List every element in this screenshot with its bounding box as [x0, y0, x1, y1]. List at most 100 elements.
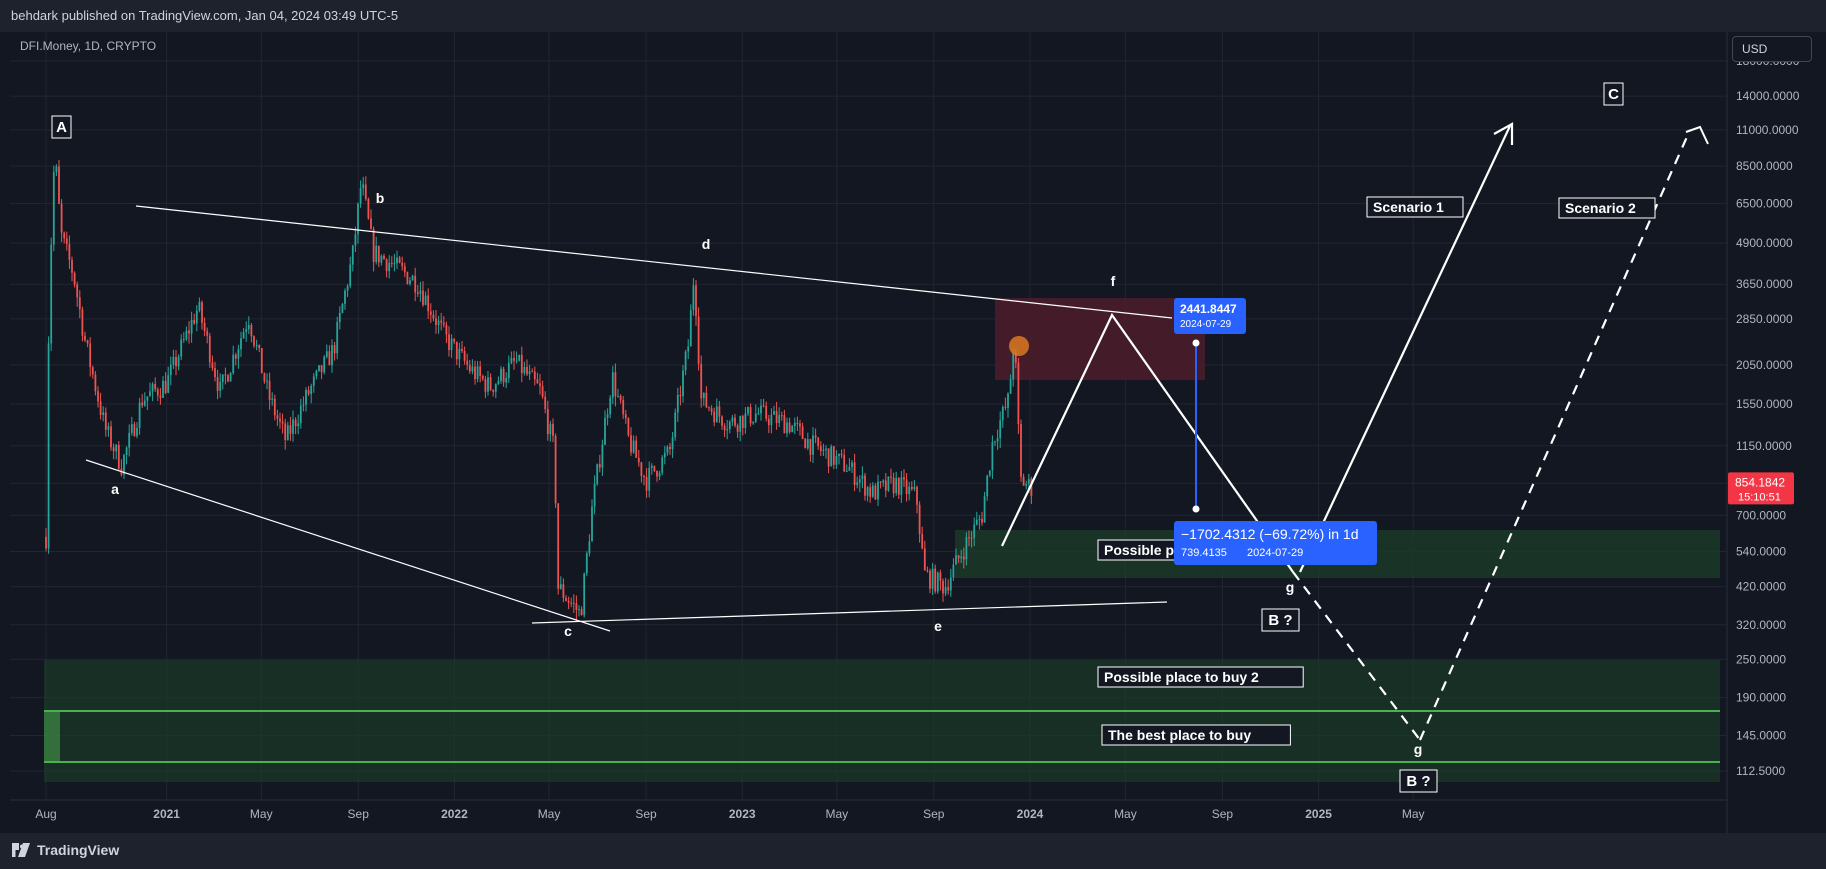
candle-body — [718, 406, 721, 417]
measure-end-dot — [1192, 505, 1200, 513]
candle-body — [289, 425, 292, 434]
candle-body — [596, 464, 599, 485]
candle-body — [141, 402, 144, 406]
candle-body — [871, 485, 874, 497]
candle-body — [572, 602, 575, 604]
candle-body — [91, 367, 94, 375]
candle-body — [697, 316, 700, 364]
scenario-2-label-box — [1558, 197, 1656, 219]
time-axis[interactable]: Aug 2021 May Sep 2022 May Sep 2023 May Sep 2024 May… — [10, 799, 1727, 821]
candle-body — [393, 263, 396, 265]
candle-body — [406, 272, 409, 284]
candle-body — [419, 290, 422, 294]
candle-body — [234, 354, 237, 359]
scenario-1-label-box — [1366, 196, 1464, 218]
candle-body — [268, 380, 271, 400]
wave-label-B2-box — [1399, 769, 1438, 793]
publisher-text: behdark published on TradingView.com, Ja… — [11, 8, 399, 23]
candle-body — [523, 366, 526, 374]
candle-body — [409, 280, 411, 284]
candle-body — [45, 536, 47, 549]
candle-body — [130, 424, 133, 433]
candle-body — [448, 334, 450, 351]
wave-label-d: d — [702, 236, 711, 252]
wave-label-A: A — [56, 119, 67, 136]
candle-body — [320, 365, 323, 373]
candle-body — [411, 275, 414, 281]
candle-body — [897, 478, 900, 495]
candle-body — [284, 423, 287, 440]
candle-body — [97, 391, 99, 402]
measure-top-price: 2441.8447 — [1180, 302, 1237, 316]
measure-bottom-price: 739.4135 — [1181, 547, 1227, 559]
wave-label-g: g — [1286, 579, 1295, 595]
symbol-legend[interactable]: DFI.Money, 1D, CRYPTO — [20, 39, 156, 53]
candle-body — [362, 184, 365, 189]
candle-body — [684, 351, 687, 371]
candle-body — [682, 370, 684, 397]
candle-body — [310, 385, 313, 395]
candle-body — [770, 414, 773, 426]
candle-body — [552, 423, 554, 436]
candle-body — [866, 487, 869, 496]
candle-body — [180, 339, 183, 357]
candle-body — [253, 336, 255, 346]
candle-body — [203, 322, 206, 332]
candle-body — [110, 426, 112, 448]
wave-label-C: C — [1608, 86, 1619, 103]
candle-body — [874, 485, 877, 500]
candle-body — [336, 322, 339, 354]
candle-body — [934, 568, 937, 592]
candle-body — [903, 477, 905, 480]
candle-body — [666, 446, 669, 454]
candle-body — [754, 413, 757, 422]
time-tick-label: 2023 — [729, 807, 756, 821]
candle-body — [461, 348, 463, 351]
candle-body — [193, 319, 196, 324]
candle-body — [60, 203, 63, 233]
candle-body — [81, 309, 84, 336]
candle-body — [957, 555, 960, 559]
candle-body — [476, 366, 479, 380]
candle-body — [578, 609, 580, 611]
candle-body — [281, 421, 284, 424]
candle-body — [601, 444, 604, 468]
candle-body — [1017, 362, 1020, 425]
candle-body — [877, 481, 879, 500]
best-buy-marker — [44, 711, 60, 762]
candle-body — [396, 257, 398, 264]
candle-body — [965, 537, 968, 560]
candle-body — [463, 350, 466, 361]
candle-body — [710, 408, 713, 412]
candle-body — [715, 406, 718, 423]
candle-body — [653, 465, 656, 471]
candle-body — [84, 335, 86, 341]
candle-body — [1009, 379, 1012, 394]
price-axis[interactable]: 18000.000014000.000011000.00008500.00006… — [1726, 32, 1826, 833]
candle-body — [832, 446, 835, 465]
candle-body — [614, 372, 617, 397]
candle-body — [429, 311, 432, 315]
candle-body — [949, 577, 952, 591]
candle-body — [700, 363, 703, 399]
candle-body — [94, 374, 97, 392]
price-tick-label: 8500.0000 — [1736, 159, 1793, 173]
time-tick-label: 2024 — [1017, 807, 1044, 821]
candle-body — [884, 480, 887, 491]
candle-body — [1014, 352, 1017, 363]
candle-body — [221, 374, 224, 382]
candle-body — [349, 264, 352, 286]
candle-body — [593, 484, 596, 507]
candle-body — [341, 303, 344, 313]
candle-body — [414, 275, 417, 293]
wave-label-g: g — [1414, 741, 1423, 757]
currency-button[interactable]: USD — [1732, 36, 1812, 62]
candle-body — [864, 475, 866, 496]
candle-body — [383, 255, 385, 260]
candle-body — [741, 415, 744, 429]
candle-body — [487, 377, 489, 392]
price-tick-label: 11000.0000 — [1736, 123, 1799, 137]
tradingview-logo[interactable]: TradingView — [11, 842, 119, 858]
candle-body — [237, 349, 240, 359]
